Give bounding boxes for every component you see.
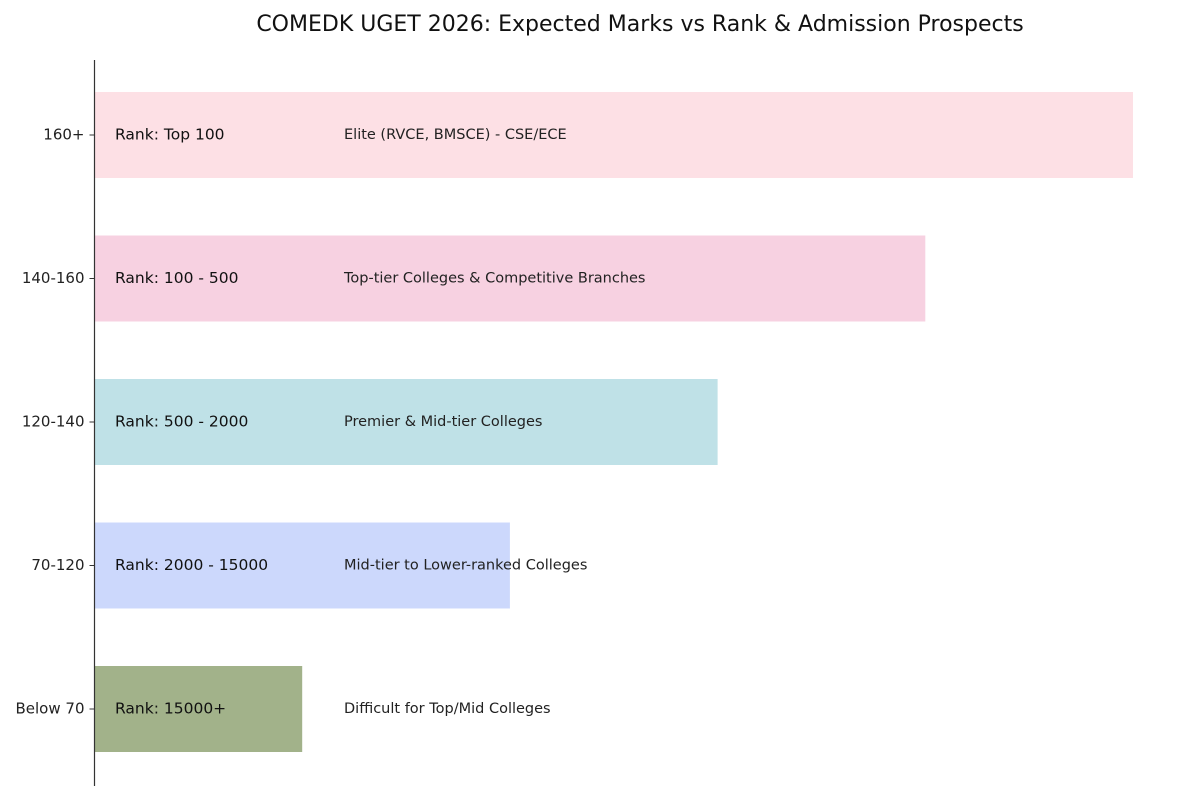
description-label-3: Premier & Mid-tier Colleges xyxy=(344,414,542,430)
description-label-4: Mid-tier to Lower-ranked Colleges xyxy=(344,558,587,574)
y-tick-label-1: 160+ xyxy=(43,126,84,144)
bars-group xyxy=(94,92,1133,752)
y-axis: 160+ 140-160 120-140 70-120 Below 70 xyxy=(16,60,96,786)
rank-label-2: Rank: 100 - 500 xyxy=(115,269,239,287)
description-label-5: Difficult for Top/Mid Colleges xyxy=(344,701,551,717)
bar-5 xyxy=(94,666,303,752)
rank-label-3: Rank: 500 - 2000 xyxy=(115,413,248,431)
chart-title: COMEDK UGET 2026: Expected Marks vs Rank… xyxy=(256,12,1023,37)
bar-2 xyxy=(94,235,926,322)
description-label-2: Top-tier Colleges & Competitive Branches xyxy=(343,271,646,287)
rank-label-1: Rank: Top 100 xyxy=(115,126,225,144)
y-tick-label-3: 120-140 xyxy=(22,413,85,431)
rank-label-4: Rank: 2000 - 15000 xyxy=(115,556,268,574)
y-tick-label-5: Below 70 xyxy=(16,700,85,718)
bar-1 xyxy=(94,92,1133,178)
y-tick-label-4: 70-120 xyxy=(31,556,84,574)
rank-label-5: Rank: 15000+ xyxy=(115,700,226,718)
bar-4 xyxy=(94,522,510,609)
bar-3 xyxy=(94,379,718,465)
y-tick-label-2: 140-160 xyxy=(22,269,85,287)
labels-group: Rank: Top 100 Elite (RVCE, BMSCE) - CSE/E… xyxy=(115,126,646,718)
description-label-1: Elite (RVCE, BMSCE) - CSE/ECE xyxy=(344,127,567,143)
